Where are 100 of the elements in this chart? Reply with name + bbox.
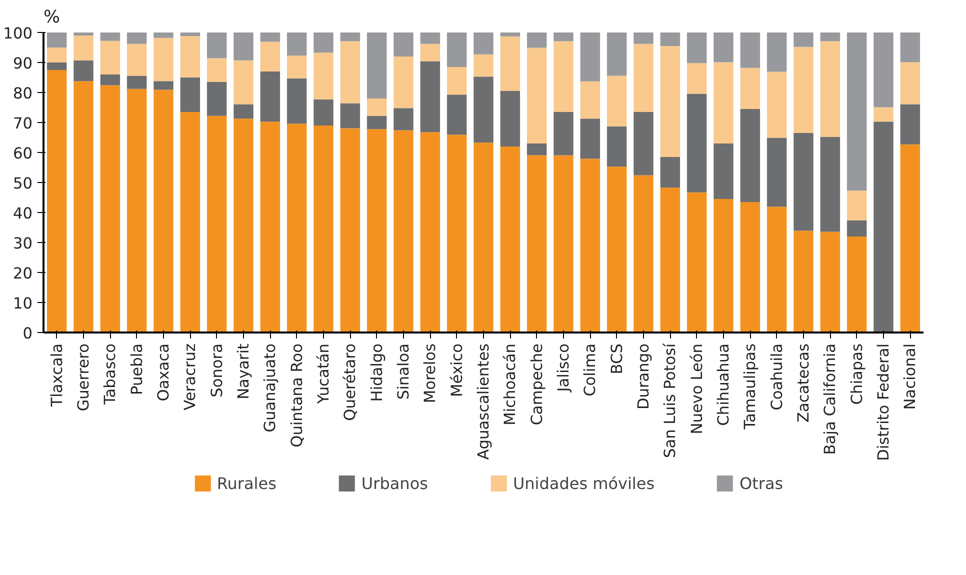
- bar: [46, 48, 67, 62]
- bar: [46, 62, 67, 70]
- y-tick-label: 40: [12, 204, 33, 222]
- bar: [686, 63, 707, 94]
- x-tick-label: Hidalgo: [368, 343, 386, 402]
- bar: [74, 60, 94, 82]
- bar: [286, 32, 307, 56]
- bar: [554, 155, 574, 332]
- bar: [766, 32, 787, 72]
- bar: [446, 32, 467, 67]
- bar: [740, 32, 760, 68]
- bar: [366, 129, 387, 332]
- x-tick-label: San Luis Potosí: [661, 342, 680, 458]
- x-tick-label: Chiapas: [848, 343, 866, 405]
- bar: [500, 91, 520, 146]
- bar: [740, 109, 760, 202]
- bar: [900, 104, 920, 144]
- bar: [126, 44, 147, 76]
- bar: [234, 32, 254, 60]
- bar: [526, 32, 547, 48]
- y-tick-label: 30: [12, 234, 33, 252]
- bar: [340, 128, 360, 332]
- x-tick-label: Guanajuato: [261, 343, 280, 432]
- bar: [554, 32, 574, 42]
- bar: [154, 90, 174, 332]
- bar: [820, 232, 840, 332]
- bar: [206, 82, 227, 116]
- bar: [126, 76, 147, 89]
- x-tick-label: Zacatecas: [794, 343, 812, 422]
- bar: [260, 42, 280, 72]
- x-tick-label: Tamaulipas: [741, 343, 760, 430]
- bar: [286, 56, 307, 78]
- bar: [314, 32, 334, 53]
- x-tick-label: Colima: [581, 343, 600, 396]
- bar: [260, 122, 280, 332]
- bar: [180, 78, 200, 112]
- bar: [394, 130, 414, 332]
- x-tick-label: Sonora: [208, 343, 226, 398]
- bar: [526, 144, 547, 156]
- bar: [100, 85, 120, 332]
- bar: [766, 72, 787, 138]
- bar: [554, 112, 574, 156]
- x-tick-label: Puebla: [128, 343, 146, 395]
- bar: [314, 99, 334, 126]
- bar: [234, 118, 254, 332]
- bar: [794, 230, 814, 332]
- x-tick-label: Coahuila: [768, 343, 786, 410]
- bar: [714, 62, 734, 144]
- bar: [394, 56, 414, 108]
- bar: [420, 44, 440, 62]
- bar: [526, 48, 547, 144]
- legend-label: Rurales: [216, 474, 276, 492]
- bar: [100, 40, 120, 74]
- bar: [686, 192, 707, 332]
- bar: [260, 72, 280, 122]
- bar: [100, 74, 120, 86]
- x-tick-label: Morelos: [421, 343, 440, 404]
- bar: [126, 88, 147, 332]
- y-tick-label: 80: [12, 84, 33, 102]
- bar: [260, 32, 280, 42]
- bar: [740, 202, 760, 332]
- bar: [234, 104, 254, 119]
- bar: [420, 61, 440, 132]
- bar: [394, 32, 414, 56]
- y-tick-label: 60: [12, 144, 33, 162]
- bar: [234, 60, 254, 104]
- x-tick-label: Aguascalientes: [474, 343, 492, 460]
- bar: [846, 32, 867, 191]
- bar: [874, 32, 894, 108]
- bar: [206, 116, 227, 332]
- x-tick-label: Jalisco: [554, 343, 572, 393]
- x-tick-label: Durango: [634, 343, 652, 410]
- legend-label: Otras: [740, 474, 784, 492]
- bar: [100, 32, 120, 41]
- bar: [580, 81, 600, 119]
- bar: [420, 32, 440, 44]
- bar: [606, 76, 627, 126]
- x-tick-label: Quintana Roo: [288, 343, 306, 448]
- bar: [766, 206, 787, 332]
- bar: [46, 32, 67, 48]
- bar: [580, 158, 600, 332]
- x-tick-label: Chihuahua: [714, 343, 732, 426]
- y-tick-label: 10: [12, 294, 33, 312]
- bar: [634, 32, 654, 44]
- x-tick-label: Guerrero: [74, 343, 92, 412]
- bar: [474, 32, 494, 54]
- bar: [794, 46, 814, 133]
- bar: [126, 32, 147, 44]
- bar: [340, 32, 360, 42]
- x-tick-label: Nuevo León: [688, 343, 706, 434]
- bar: [820, 41, 840, 137]
- bar: [820, 32, 840, 42]
- y-tick-label: 20: [12, 264, 33, 282]
- bar: [686, 32, 707, 64]
- bar: [874, 122, 894, 332]
- bar: [446, 134, 467, 332]
- bar: [660, 188, 680, 332]
- bar: [714, 144, 734, 199]
- x-tick-label: Veracruz: [181, 343, 200, 410]
- bar: [606, 166, 627, 332]
